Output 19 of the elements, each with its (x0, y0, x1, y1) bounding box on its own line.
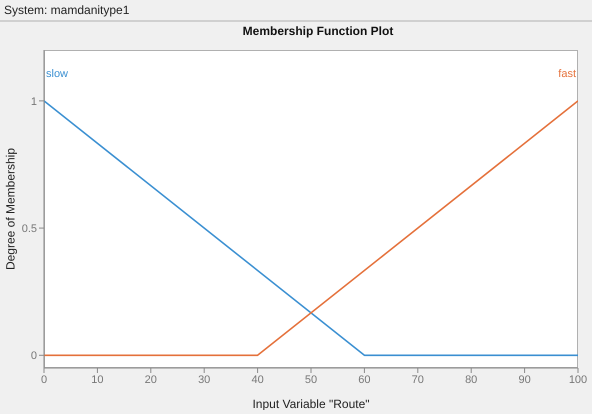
x-tick-label: 80 (465, 374, 478, 386)
x-tick-label: 30 (198, 374, 210, 386)
x-tick-label: 10 (91, 374, 104, 386)
chart-subtitle: System: mamdanitype1 (0, 0, 592, 22)
x-tick-label: 40 (251, 374, 264, 386)
x-tick-label: 50 (304, 374, 318, 386)
y-axis-title: Degree of Membership (3, 148, 18, 270)
series-label: fast (558, 68, 576, 80)
chart-title: Membership Function Plot (242, 23, 394, 40)
y-tick-label: 1 (30, 96, 37, 108)
x-tick-label: 0 (40, 374, 48, 386)
x-tick-label: 70 (412, 374, 424, 386)
x-tick-label: 100 (568, 374, 588, 386)
x-tick-label: 60 (358, 374, 371, 386)
y-tick-label: 0.5 (22, 222, 37, 235)
y-tick-label: 0 (30, 350, 37, 362)
series-label: slow (46, 68, 68, 80)
x-tick-label: 20 (144, 374, 157, 386)
x-tick-label: 90 (518, 374, 531, 386)
